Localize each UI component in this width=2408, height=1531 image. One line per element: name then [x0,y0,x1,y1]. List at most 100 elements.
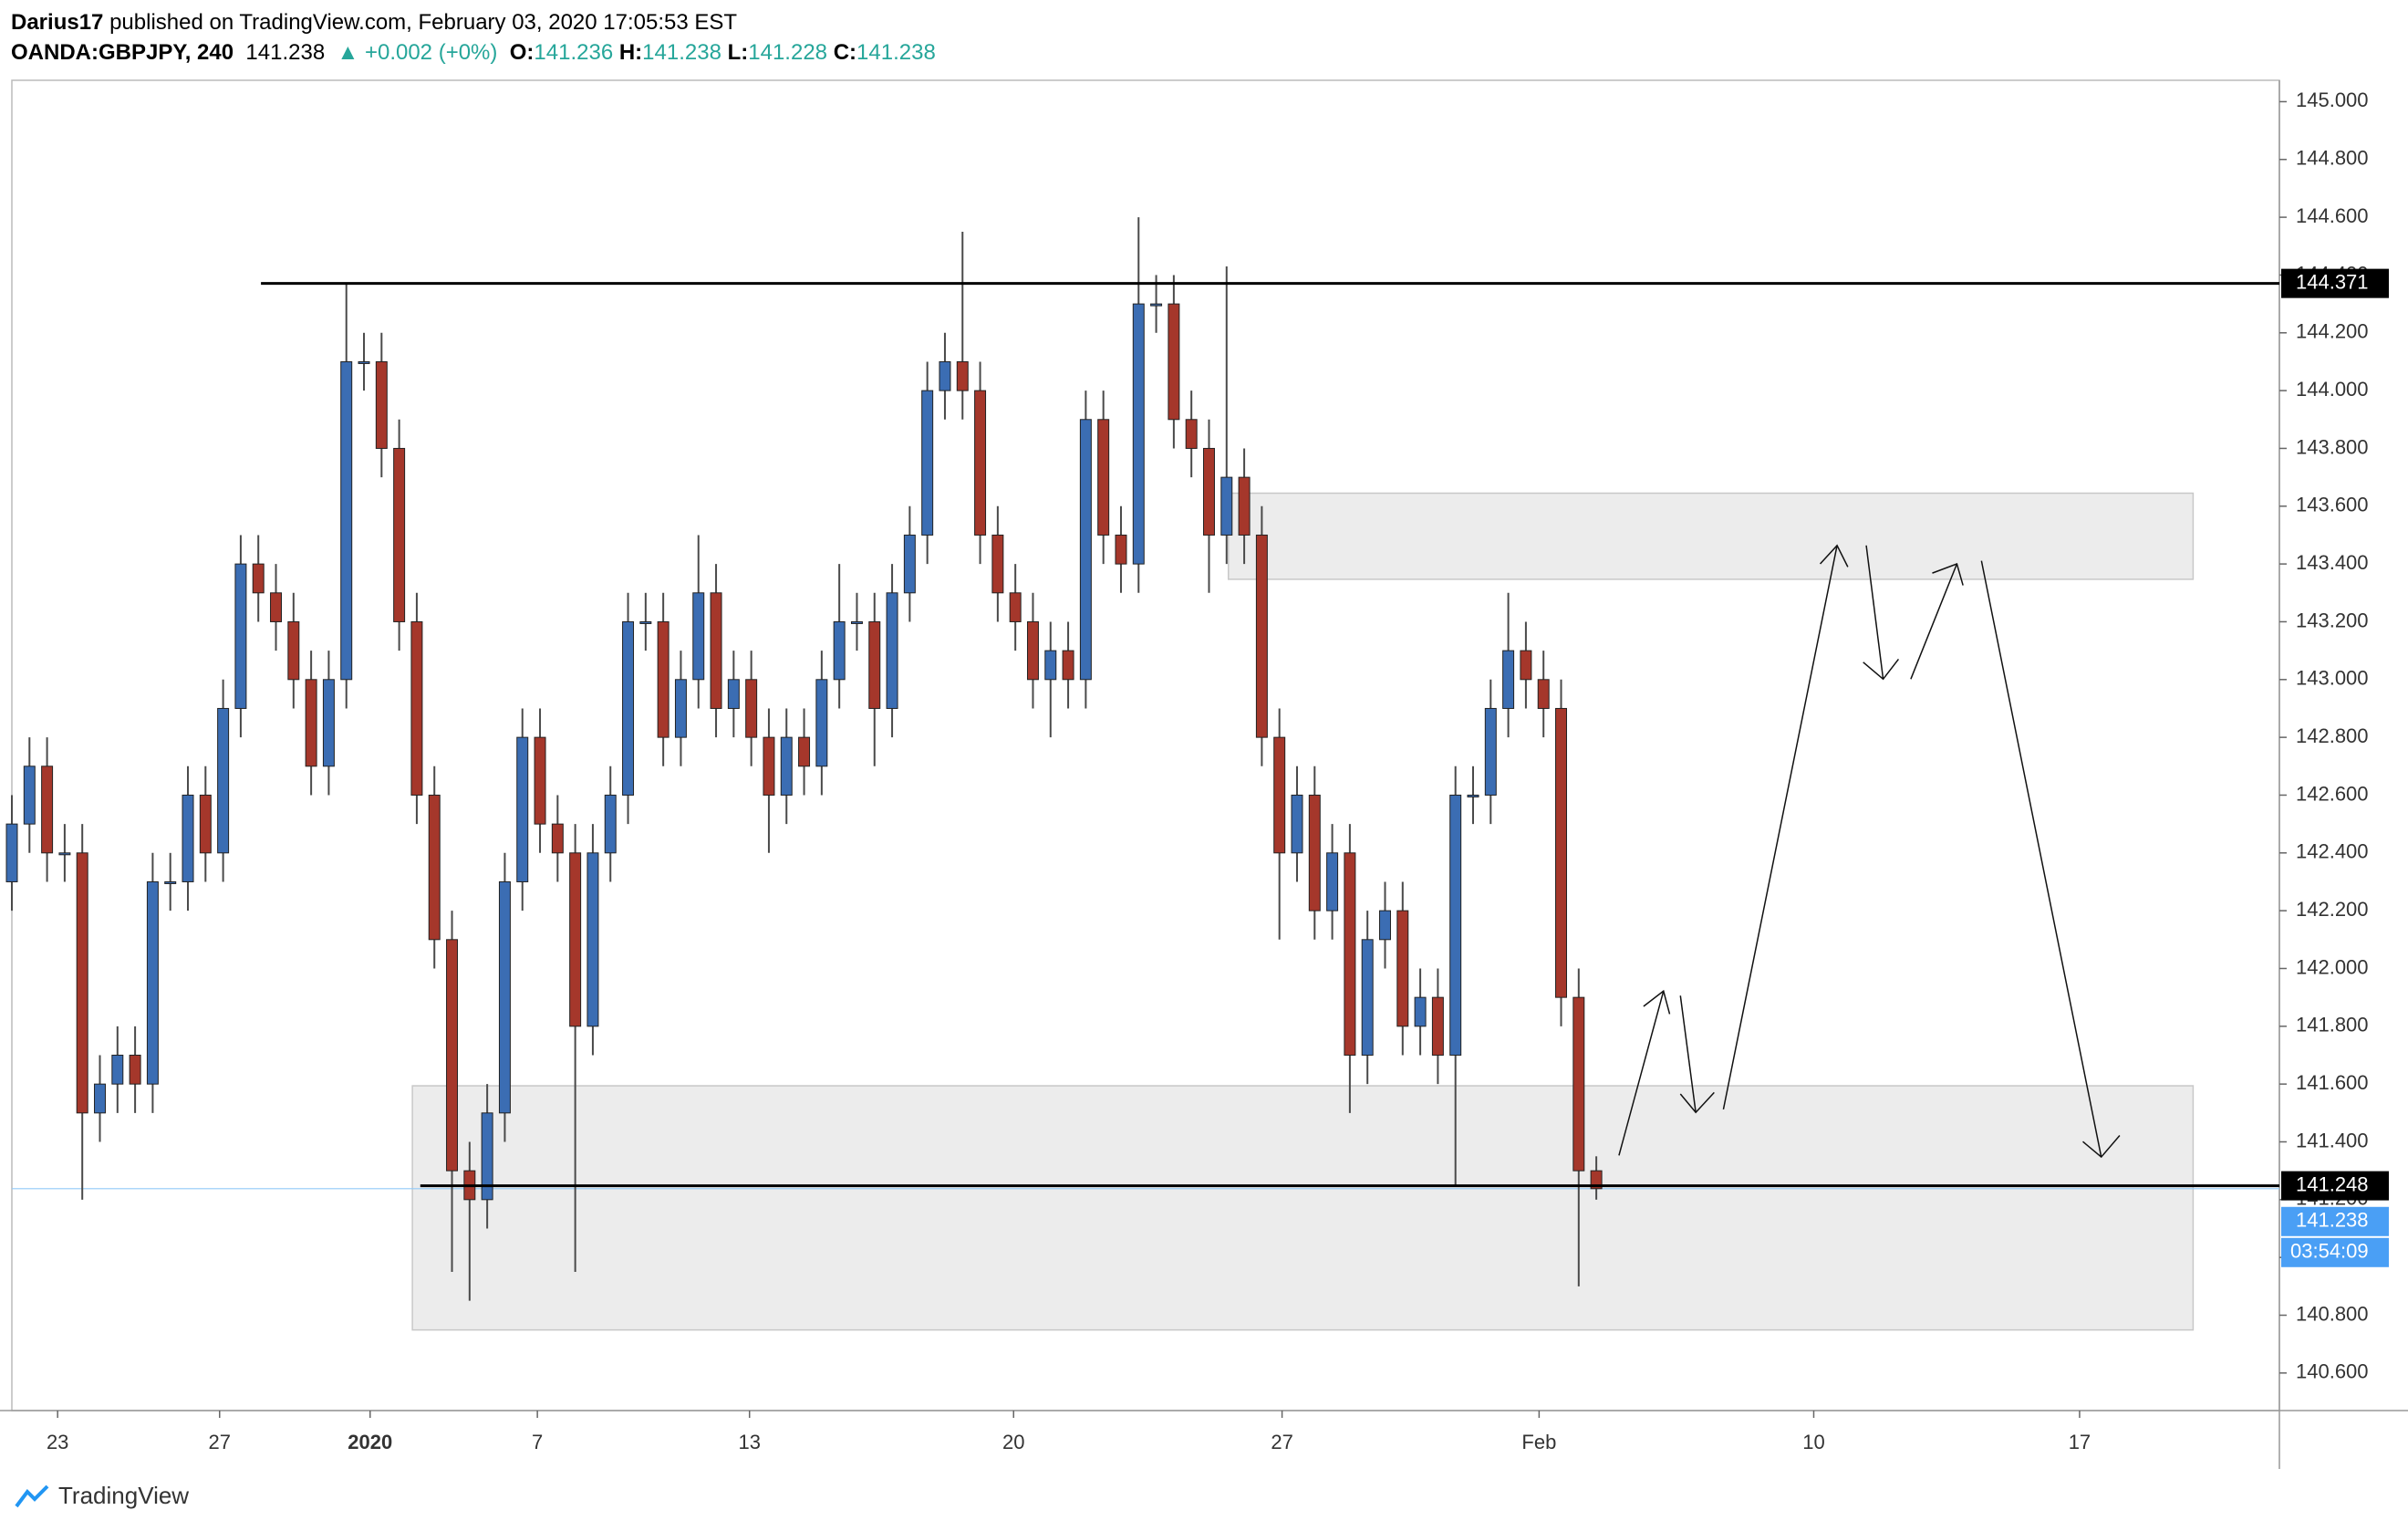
candle-body [710,592,722,709]
symbol: OANDA:GBPJPY, 240 [11,40,234,65]
candle-body [182,794,194,882]
candle-body [498,880,511,1114]
candle-body [939,360,951,391]
x-tick-label: 7 [532,1431,543,1453]
y-tick-label: 142.000 [2296,955,2369,978]
arrow-head [1932,564,1963,586]
candle-body [551,823,564,854]
y-tick-label: 144.600 [2296,204,2369,227]
level-label: 144.371 [2296,270,2369,293]
candle-body [1238,476,1251,536]
x-tick-label: 13 [738,1431,760,1453]
ohlc-value: 141.228 [748,40,828,65]
candle-body [763,736,775,796]
header: Darius17 published on TradingView.com, F… [11,7,936,68]
candle-body [270,592,283,622]
candle-body [569,852,582,1027]
y-tick-label: 141.400 [2296,1129,2369,1151]
price: 141.238 [245,40,326,65]
candle-body [639,620,652,624]
arrow-head [2083,1135,2120,1157]
candle-body [129,1054,141,1085]
arrow [1619,991,1664,1155]
candle-body [1396,910,1409,1027]
y-tick-label: 143.400 [2296,551,2369,574]
candle-body [921,390,934,536]
candle-body [1168,303,1180,421]
candle-body [1484,707,1497,796]
level-label-bg [2281,268,2389,298]
candle-body [1132,303,1145,565]
candle-body [798,736,811,767]
level-label-bg [2281,1171,2389,1201]
candle-body [586,852,599,1027]
candle-body [868,620,881,709]
candle-body [1308,794,1321,911]
last-price-label: 141.238 [2296,1209,2369,1232]
candle-body [1537,679,1550,709]
countdown-bg [2281,1237,2389,1267]
candle-body [1026,620,1039,681]
candle-body [674,679,687,738]
arrow [1866,546,1884,680]
y-tick-label: 143.200 [2296,609,2369,631]
candle-body [745,679,758,738]
candle-body [1467,794,1479,797]
candle-body [481,1112,493,1201]
candle-body [991,534,1004,594]
candle-body [1220,476,1233,536]
candle-body [410,620,423,796]
candle-body [1291,794,1303,854]
candle-body [234,563,247,709]
arrow [1723,546,1837,1109]
candle-body [692,592,705,681]
zone [1227,492,2195,580]
y-tick-label: 144.800 [2296,147,2369,170]
level-label: 141.248 [2296,1172,2369,1195]
candle-body [393,447,406,622]
arrow-head [1644,991,1670,1014]
zone [411,1085,2195,1331]
y-tick-label: 142.800 [2296,724,2369,747]
candle-body [1572,996,1585,1172]
candle-body [1379,910,1391,941]
symbol-line: OANDA:GBPJPY, 240 141.238 ▲ +0.002 (+0%)… [11,37,936,68]
candle-body [305,679,317,767]
candle-body [1203,447,1215,536]
candle-body [252,563,265,594]
ohlc-value: 141.236 [534,40,614,65]
candle-body [886,592,898,709]
y-tick-label: 140.600 [2296,1360,2369,1383]
arrow [1680,995,1696,1112]
x-tick-label: 27 [209,1431,231,1453]
y-tick-label: 142.400 [2296,840,2369,863]
candle-body [375,360,388,449]
candle-body [358,360,370,364]
arrow-head [1821,546,1848,568]
candle-body [340,360,353,681]
ohlc-label: O: [509,40,535,65]
y-tick-label: 140.800 [2296,1302,2369,1325]
candle-body [5,823,18,882]
candle-body [1555,707,1567,998]
candle-body [1062,650,1074,681]
candle-body [727,679,740,709]
candle-body [850,620,863,624]
candle-body [1150,303,1163,307]
candle-body [146,880,159,1085]
y-tick-label: 143.600 [2296,494,2369,516]
logo [15,1484,49,1507]
candle-body [1079,419,1092,681]
candle-body [516,736,529,882]
candle-body [1344,852,1356,1056]
y-tick-label: 144.000 [2296,378,2369,401]
arrow-head [1863,659,1899,679]
y-tick-label: 144.200 [2296,320,2369,343]
last-price-bg [2281,1206,2389,1236]
user: Darius17 [11,10,104,35]
candle-body [1590,1170,1603,1190]
ohlc-value: 141.238 [642,40,721,65]
candle-body [657,620,669,738]
y-tick-label: 142.200 [2296,898,2369,921]
